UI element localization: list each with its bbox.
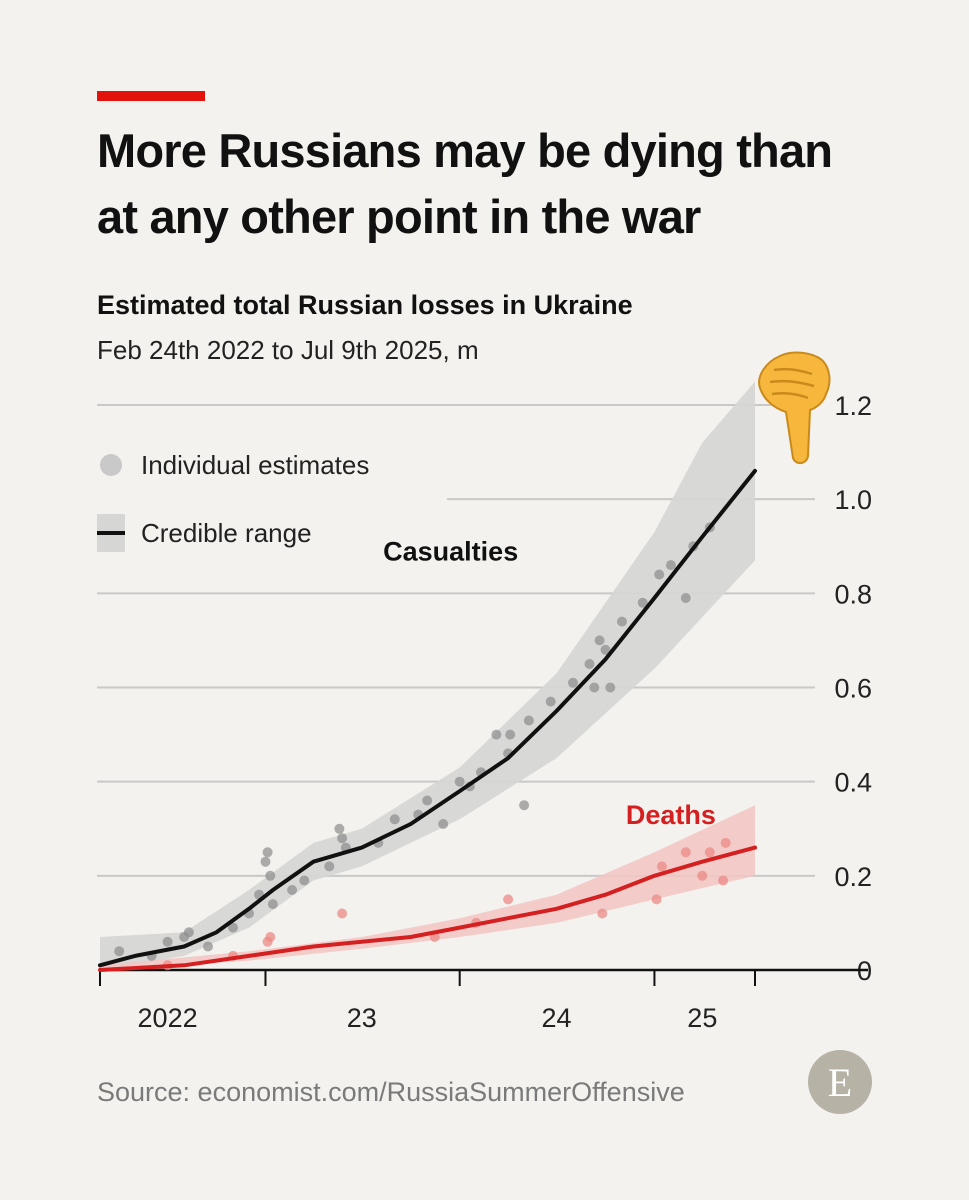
y-tick-label: 0.2: [834, 862, 872, 892]
deaths-estimate-point: [704, 847, 715, 858]
casualties-estimate-point: [183, 927, 194, 938]
casualties-estimate-point: [334, 823, 345, 834]
legend-item-estimates: Individual estimates: [97, 445, 369, 485]
accent-bar: [97, 91, 205, 101]
casualties-estimate-point: [324, 861, 335, 872]
deaths-estimate-point: [597, 908, 608, 919]
casualties-estimate-point: [665, 560, 676, 571]
casualties-estimate-point: [454, 776, 465, 787]
casualties-estimate-point: [523, 715, 534, 726]
pointing-down-hand-icon: [758, 351, 831, 464]
estimate-dot-icon: [100, 454, 122, 476]
casualties-estimate-point: [654, 569, 665, 580]
y-tick-label: 0.4: [834, 768, 872, 798]
x-tick-label: 25: [687, 1003, 717, 1033]
casualties-estimate-point: [299, 875, 310, 886]
casualties-estimate-point: [680, 593, 691, 603]
casualties-credible-range: [100, 381, 755, 970]
deaths-estimate-point: [720, 837, 731, 848]
casualties-estimate-point: [519, 800, 530, 811]
x-tick-label: 2022: [138, 1003, 198, 1033]
casualties-estimate-point: [228, 922, 238, 933]
casualties-estimate-point: [438, 819, 449, 829]
casualties-estimate-point: [491, 729, 502, 740]
casualties-estimate-point: [265, 870, 276, 881]
casualties-estimate-point: [600, 644, 611, 655]
casualties-estimate-point: [617, 616, 627, 627]
casualties-estimate-point: [337, 833, 348, 844]
casualties-estimate-point: [162, 936, 173, 947]
deaths-estimate-point: [651, 894, 662, 905]
casualties-estimate-point: [389, 814, 400, 825]
casualties-estimate-point: [584, 659, 595, 669]
deaths-estimate-point: [656, 861, 667, 872]
casualties-estimate-point: [262, 847, 273, 858]
y-tick-label: 0.6: [834, 674, 872, 704]
source-note: Source: economist.com/RussiaSummerOffens…: [97, 1077, 685, 1107]
x-tick-label: 23: [347, 1003, 377, 1033]
legend-label-range: Credible range: [141, 517, 312, 548]
deaths-series-label: Deaths: [626, 800, 716, 830]
chart-area: 00.20.40.60.81.01.22022232425CasualtiesD…: [97, 381, 872, 1033]
deaths-estimate-point: [337, 908, 348, 919]
casualties-estimate-point: [422, 795, 433, 806]
deaths-estimate-point: [697, 870, 708, 881]
deaths-estimate-point: [265, 932, 276, 942]
chart-legend: Individual estimates Credible range: [97, 445, 369, 581]
credible-range-icon: [97, 514, 125, 552]
casualties-estimate-point: [568, 677, 578, 688]
casualties-estimate-point: [589, 682, 600, 693]
deaths-estimate-point: [718, 875, 729, 886]
legend-label-estimates: Individual estimates: [141, 449, 370, 480]
page-title: More Russians may be dying than at any o…: [97, 124, 833, 243]
deaths-estimate-point: [680, 847, 691, 858]
casualties-estimate-point: [545, 696, 556, 707]
casualties-series-label: Casualties: [383, 536, 518, 566]
casualties-estimate-point: [114, 946, 125, 957]
chart-units: Feb 24th 2022 to Jul 9th 2025, m: [97, 335, 479, 365]
deaths-line: [98, 845, 757, 972]
deaths-estimate-point: [503, 894, 514, 905]
y-tick-label: 1.0: [834, 485, 872, 515]
casualties-estimate-point: [260, 856, 271, 867]
casualties-estimate-point: [267, 899, 278, 910]
y-tick-label: 0.8: [834, 579, 872, 609]
casualties-line: [98, 468, 757, 968]
y-tick-label: 1.2: [834, 391, 872, 421]
casualties-estimate-point: [637, 597, 648, 608]
casualties-estimate-point: [594, 635, 605, 646]
economist-logo: E: [808, 1050, 872, 1114]
casualties-estimate-point: [203, 941, 213, 952]
casualties-estimate-point: [287, 885, 298, 895]
casualties-estimate-point: [505, 729, 516, 740]
chart-subtitle: Estimated total Russian losses in Ukrain…: [97, 290, 633, 320]
casualties-estimate-point: [605, 682, 616, 693]
x-tick-label: 24: [542, 1003, 572, 1033]
legend-item-range: Credible range: [97, 513, 369, 553]
